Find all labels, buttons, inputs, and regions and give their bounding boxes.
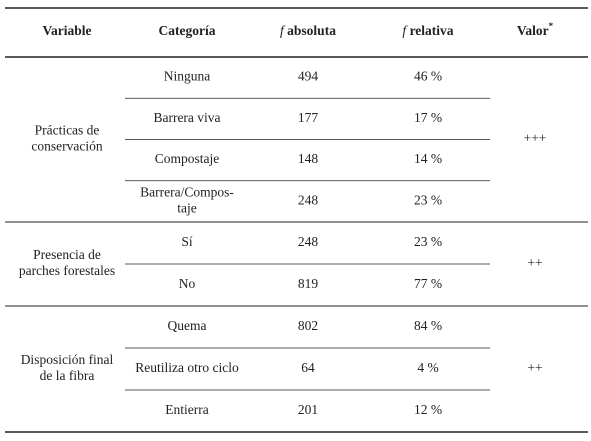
cell: Compostaje: [155, 151, 220, 166]
cell: 23 %: [414, 234, 442, 249]
cell: 46 %: [414, 69, 442, 84]
header-cell: Categoría: [159, 23, 216, 38]
variable-cell-line: Presencia de: [33, 247, 101, 262]
variable-cell-line: Disposición final: [21, 352, 114, 367]
valor-cell: ++: [527, 360, 542, 375]
variable-cell-line: Prácticas de: [35, 123, 100, 138]
header-label: relativa: [410, 23, 454, 38]
cell: Ninguna: [164, 69, 211, 84]
valor-cell: +++: [524, 131, 547, 146]
header-cell: Variable: [42, 23, 91, 38]
cell: 248: [298, 234, 319, 249]
variable-cell: Disposición final de la fibra: [21, 352, 114, 383]
variable-cell: Presencia de parches forestales: [19, 247, 115, 278]
header-label: absoluta: [287, 23, 336, 38]
variable-cell-line: conservación: [31, 139, 102, 154]
cell: 248: [298, 192, 319, 207]
cell: 148: [298, 151, 319, 166]
cell: Reutiliza otro ciclo: [135, 360, 239, 375]
cell-line: Barrera/Compos-: [140, 184, 234, 199]
variable-cell-line: de la fibra: [40, 368, 95, 383]
header-symbol: f: [280, 23, 286, 38]
cell: Sí: [181, 234, 193, 249]
header-label: Valor: [517, 23, 549, 38]
variable-cell: Prácticas de conservación: [31, 123, 102, 154]
cell: 77 %: [414, 276, 442, 291]
valor-cell: ++: [527, 255, 542, 270]
header-symbol: f: [402, 23, 408, 38]
cell: 494: [298, 69, 319, 84]
cell: 17 %: [414, 110, 442, 125]
cell: 14 %: [414, 151, 442, 166]
cell: 23 %: [414, 192, 442, 207]
cell: 84 %: [414, 318, 442, 333]
cell: No: [179, 276, 196, 291]
cell: 64: [301, 360, 315, 375]
header-cell: f absoluta: [280, 23, 336, 38]
cell: Barrera viva: [153, 110, 220, 125]
cell: 12 %: [414, 402, 442, 417]
header-mark: *: [549, 21, 554, 31]
cell: 802: [298, 318, 318, 333]
cell: Entierra: [165, 402, 208, 417]
cell: 819: [298, 276, 319, 291]
cell: 4 %: [417, 360, 438, 375]
cell-line: taje: [177, 200, 197, 215]
cell: 177: [298, 110, 319, 125]
cell: 201: [298, 402, 318, 417]
header-cell: Valor*: [517, 21, 554, 38]
cell: Quema: [168, 318, 207, 333]
header-cell: f relativa: [402, 23, 453, 38]
cell: Barrera/Compos-taje: [140, 184, 234, 215]
variable-cell-line: parches forestales: [19, 263, 115, 278]
